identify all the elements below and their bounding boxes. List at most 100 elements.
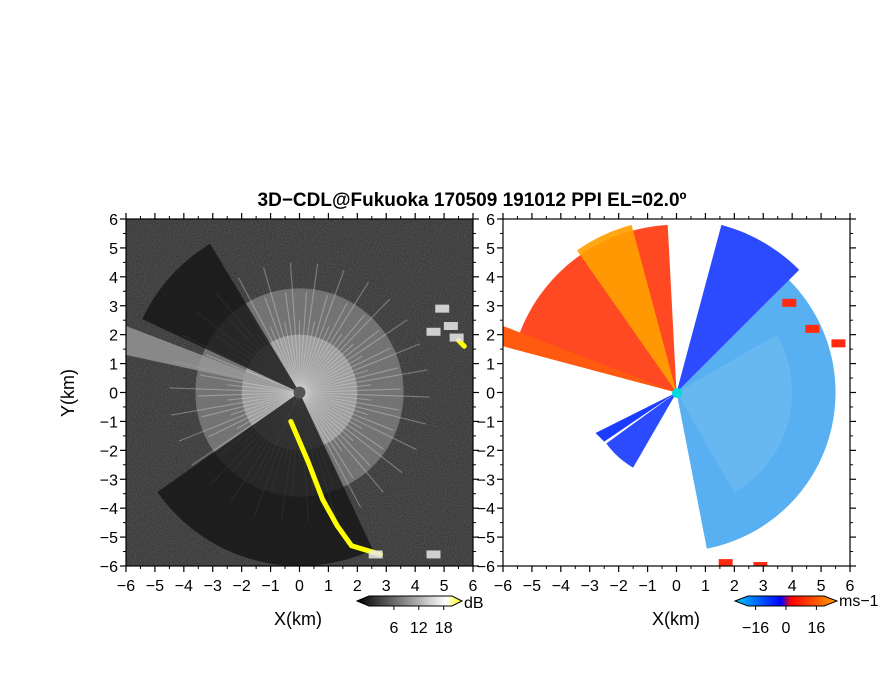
radial-streak (299, 392, 403, 474)
y-tick-label: 4 (486, 270, 495, 287)
velocity-region (606, 392, 677, 468)
x-tick-label: 0 (672, 578, 681, 595)
x-tick-label: 4 (788, 578, 797, 595)
radial-streak (298, 392, 362, 508)
radial-streak (299, 391, 426, 425)
y-tick-label: 1 (486, 357, 495, 374)
y-tick-label: 3 (486, 299, 495, 316)
velocity-beam-streak (503, 325, 677, 393)
radial-streak (299, 392, 384, 493)
y-tick-label: 3 (109, 299, 118, 316)
x-tick-label: −4 (552, 578, 570, 595)
velocity-beam-streak (595, 392, 677, 442)
radial-streak (298, 326, 330, 393)
colorbar-tick-label: 12 (410, 620, 428, 637)
radial-streak (299, 388, 401, 394)
y-tick-label: −5 (477, 530, 495, 547)
x-tick-label: −6 (494, 578, 512, 595)
x-tick-label: 3 (759, 578, 768, 595)
dark-sector (157, 392, 300, 550)
velocity-region-inner (676, 334, 793, 493)
y-tick-label: −4 (477, 501, 495, 518)
radial-streak (299, 343, 421, 394)
radial-streak (299, 392, 384, 450)
radial-streak (269, 326, 301, 393)
radial-streak (284, 292, 301, 393)
radial-streak (208, 391, 300, 438)
scattered-echo (426, 550, 441, 559)
radial-streak (299, 333, 343, 393)
radial-streak (298, 291, 308, 393)
colorbar-unit: dB (464, 595, 484, 612)
y-tick-label: 0 (109, 386, 118, 403)
x-tick-label: 2 (730, 578, 739, 595)
radial-streak (299, 391, 400, 411)
scattered-echo (443, 321, 458, 330)
scattered-echo (435, 304, 450, 313)
radial-streak (298, 281, 369, 393)
radial-streak (283, 321, 301, 393)
radial-streak (298, 392, 354, 479)
radial-streak (299, 392, 343, 452)
radial-streak (198, 391, 300, 397)
x-tick-label: 5 (817, 578, 826, 595)
y-tick-label: 2 (486, 328, 495, 345)
x-tick-label: −6 (117, 578, 135, 595)
yellow-echo (288, 418, 383, 557)
x-tick-label: 4 (411, 578, 420, 595)
radial-streak (299, 391, 363, 430)
radial-streak (299, 391, 430, 398)
x-tick-label: 2 (353, 578, 362, 595)
y-tick-label: 5 (486, 241, 495, 258)
scattered-velocity (782, 298, 797, 307)
x-tick-label: 1 (324, 578, 333, 595)
radial-streak (298, 321, 316, 393)
x-tick-label: 3 (382, 578, 391, 595)
radial-streak (299, 392, 371, 466)
dark-sector (142, 243, 300, 393)
radial-streak (191, 392, 300, 466)
figure-title: 3D−CDL@Fukuoka 170509 191012 PPI EL=02.0… (258, 190, 687, 211)
x-tick-label: −3 (581, 578, 599, 595)
scattered-velocity (805, 324, 820, 333)
radial-streak (299, 391, 372, 401)
x-tick-label: −2 (233, 578, 251, 595)
radial-streak (236, 391, 300, 430)
y-tick-label: 6 (486, 212, 495, 229)
radial-streak (289, 262, 301, 393)
x-tick-label: −5 (146, 578, 164, 595)
colorbar-tick-label: 6 (389, 620, 398, 637)
scattered-echo (426, 327, 441, 336)
y-tick-label: 0 (486, 386, 495, 403)
doppler-velocity-panel: −6 −5 −4 −3 −2 −1 0 1 2 3 4 5 6 6 5 4 3 2 1 0 −1 −2 −3 −4 −5 −6 X… (477, 212, 879, 637)
y-tick-label: −3 (100, 472, 118, 489)
radial-streak (237, 277, 301, 393)
x-tick-label: −1 (638, 578, 656, 595)
radial-streak (201, 391, 300, 418)
radial-streak (299, 319, 408, 393)
y-tick-label: −6 (100, 559, 118, 576)
radial-streak (298, 263, 319, 393)
y-tick-label: −3 (477, 472, 495, 489)
velocity-image (503, 219, 850, 566)
radial-streak (178, 391, 300, 442)
y-tick-label: −2 (100, 443, 118, 460)
x-tick-label: 6 (846, 578, 855, 595)
radar-site-marker (293, 386, 306, 399)
x-tick-label: −1 (261, 578, 279, 595)
radial-streak (299, 298, 391, 393)
radial-streak (299, 384, 372, 394)
y-tick-label: −1 (477, 414, 495, 431)
radial-streak (299, 369, 369, 394)
radial-streak (298, 302, 348, 393)
radial-streak (299, 367, 398, 394)
y-tick-label: −2 (477, 443, 495, 460)
y-tick-label: 1 (109, 357, 118, 374)
x-tick-label: 1 (701, 578, 710, 595)
radial-streak (263, 267, 301, 393)
y-tick-label: 4 (109, 270, 118, 287)
radial-streak (227, 391, 300, 401)
y-tick-label: −1 (100, 414, 118, 431)
